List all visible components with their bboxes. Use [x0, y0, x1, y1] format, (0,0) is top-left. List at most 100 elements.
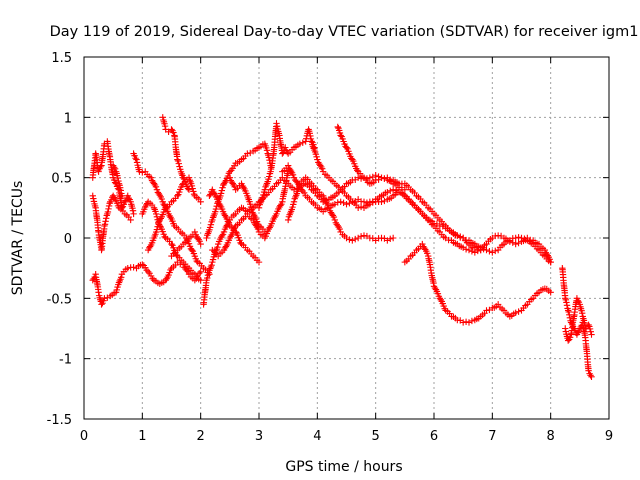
data-point: [477, 244, 484, 251]
series-track-7: [144, 174, 204, 254]
data-point: [266, 156, 273, 164]
data-point: [387, 235, 394, 243]
data-point: [349, 237, 356, 244]
data-point: [97, 163, 104, 171]
series-track-15: [255, 120, 318, 212]
data-point: [313, 153, 320, 161]
series-track-4: [109, 162, 126, 199]
data-point: [547, 289, 554, 296]
data-point: [208, 261, 215, 269]
y-tick-label: 0: [64, 232, 72, 247]
data-point: [260, 191, 267, 199]
data-point: [196, 238, 203, 245]
data-point: [247, 200, 254, 208]
data-point: [431, 284, 439, 292]
data-point: [565, 308, 572, 316]
data-point: [102, 215, 110, 222]
data-point: [547, 258, 554, 266]
data-point: [290, 186, 298, 193]
data-point: [381, 175, 388, 182]
data-point: [354, 234, 362, 242]
y-tick-label: 1: [64, 111, 72, 126]
data-point: [127, 216, 134, 224]
data-point: [170, 129, 177, 136]
data-point: [209, 256, 217, 263]
data-point: [284, 216, 292, 224]
data-point: [204, 230, 212, 237]
data-point: [366, 174, 374, 181]
data-point: [518, 234, 525, 242]
y-tick-label: -0.5: [47, 292, 72, 307]
plot-frame: [83, 56, 610, 420]
data-point: [212, 205, 220, 213]
data-point: [588, 373, 595, 380]
series-track-1: [89, 258, 204, 308]
data-point: [462, 318, 470, 326]
data-point: [512, 234, 519, 242]
y-tick-label: -1.5: [47, 413, 72, 428]
data-point: [190, 191, 198, 198]
data-point: [587, 328, 594, 335]
data-point: [263, 147, 271, 154]
data-point: [563, 299, 570, 306]
data-point: [255, 258, 263, 266]
data-point: [89, 192, 96, 199]
data-point: [566, 314, 574, 322]
x-tick-label: 8: [547, 429, 555, 444]
data-point: [389, 186, 397, 193]
data-point: [586, 325, 594, 333]
data-point: [273, 122, 281, 130]
data-point: [465, 246, 473, 254]
data-point: [95, 289, 102, 296]
series-track-22: [562, 295, 595, 344]
data-point: [175, 160, 182, 167]
data-point: [299, 139, 306, 146]
data-point: [349, 156, 356, 163]
data-point: [483, 246, 490, 254]
data-point: [301, 189, 308, 196]
data-point: [226, 174, 234, 181]
data-point: [512, 240, 519, 248]
x-tick-label: 5: [372, 429, 380, 444]
data-point: [337, 132, 344, 139]
data-point: [101, 221, 109, 228]
data-point: [318, 165, 326, 172]
data-point: [465, 319, 473, 326]
data-point: [139, 169, 146, 176]
data-point: [317, 162, 324, 169]
data-point: [287, 168, 295, 175]
data-point: [581, 319, 588, 326]
data-point: [90, 195, 97, 202]
data-point: [462, 246, 470, 253]
data-point: [261, 228, 269, 236]
series-track-3: [89, 192, 134, 254]
data-point: [266, 224, 273, 231]
data-point: [273, 120, 280, 127]
data-point: [266, 173, 273, 180]
data-point: [110, 194, 118, 201]
data-point: [423, 250, 431, 257]
y-tick-label: -1: [59, 353, 72, 368]
data-point: [197, 240, 204, 248]
data-point: [149, 275, 156, 282]
data-point: [468, 248, 476, 255]
x-tick-label: 6: [430, 429, 438, 444]
data-point: [378, 198, 385, 205]
data-point: [289, 171, 297, 179]
x-tick-label: 0: [80, 429, 88, 444]
data-point: [195, 236, 202, 243]
x-tick-label: 3: [255, 429, 263, 444]
data-point: [378, 174, 385, 181]
data-point: [188, 246, 196, 254]
data-point: [101, 222, 108, 230]
series-track-17: [284, 174, 397, 244]
data-point: [512, 309, 519, 317]
data-point: [340, 199, 347, 207]
data-point: [206, 224, 214, 231]
data-point: [336, 225, 343, 233]
data-point: [231, 183, 238, 191]
data-point: [265, 176, 272, 183]
data-point: [480, 246, 487, 253]
